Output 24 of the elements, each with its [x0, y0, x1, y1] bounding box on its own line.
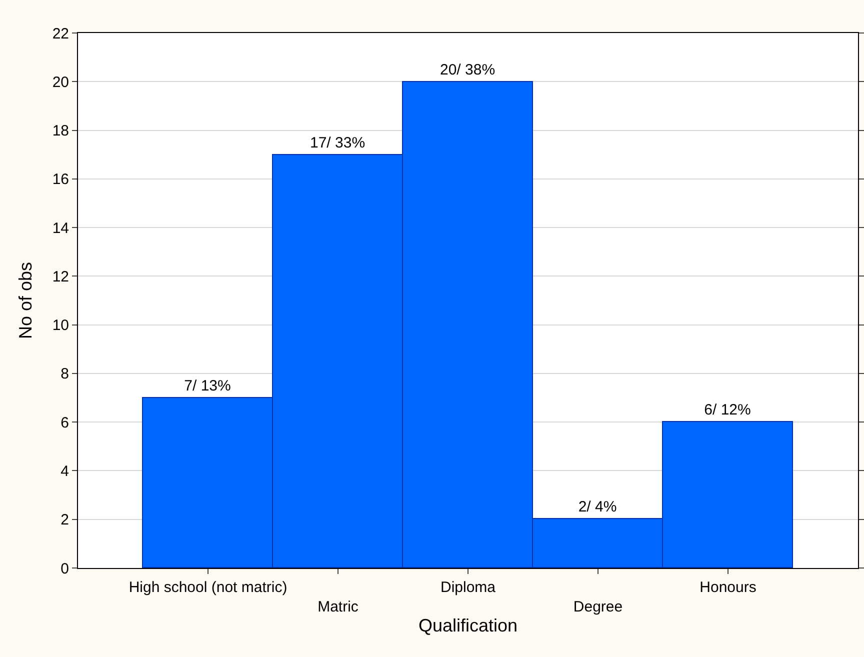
x-axis-title: Qualification	[418, 616, 518, 636]
data-label: 7/ 13%	[184, 378, 231, 394]
x-tick-label: Honours	[700, 579, 756, 596]
y-tick-label: 20	[52, 74, 69, 91]
y-axis-title: No of obs	[16, 262, 36, 340]
y-tick-label: 0	[60, 560, 69, 578]
y-tick-label: 12	[52, 268, 69, 286]
y-tick-label: 4	[60, 462, 69, 480]
data-label: 20/ 38%	[440, 62, 496, 78]
x-tick-label: Diploma	[440, 579, 496, 596]
y-tick-label: 22	[52, 25, 69, 42]
y-tick-label: 14	[52, 220, 69, 237]
y-tick-label: 18	[52, 122, 69, 140]
x-tick-label: High school (not matric)	[128, 579, 288, 596]
y-tick-label: 6	[60, 414, 69, 432]
data-label: 17/ 33%	[310, 134, 366, 152]
y-tick-label: 8	[60, 366, 69, 383]
data-label: 6/ 12%	[704, 402, 751, 418]
x-tick-label: Degree	[573, 598, 623, 616]
data-label: 2/ 4%	[578, 498, 617, 516]
x-tick-label: Matric	[318, 598, 359, 616]
y-tick-label: 10	[52, 317, 69, 334]
y-tick-label: 16	[52, 171, 69, 188]
y-tick-label: 2	[60, 512, 69, 529]
